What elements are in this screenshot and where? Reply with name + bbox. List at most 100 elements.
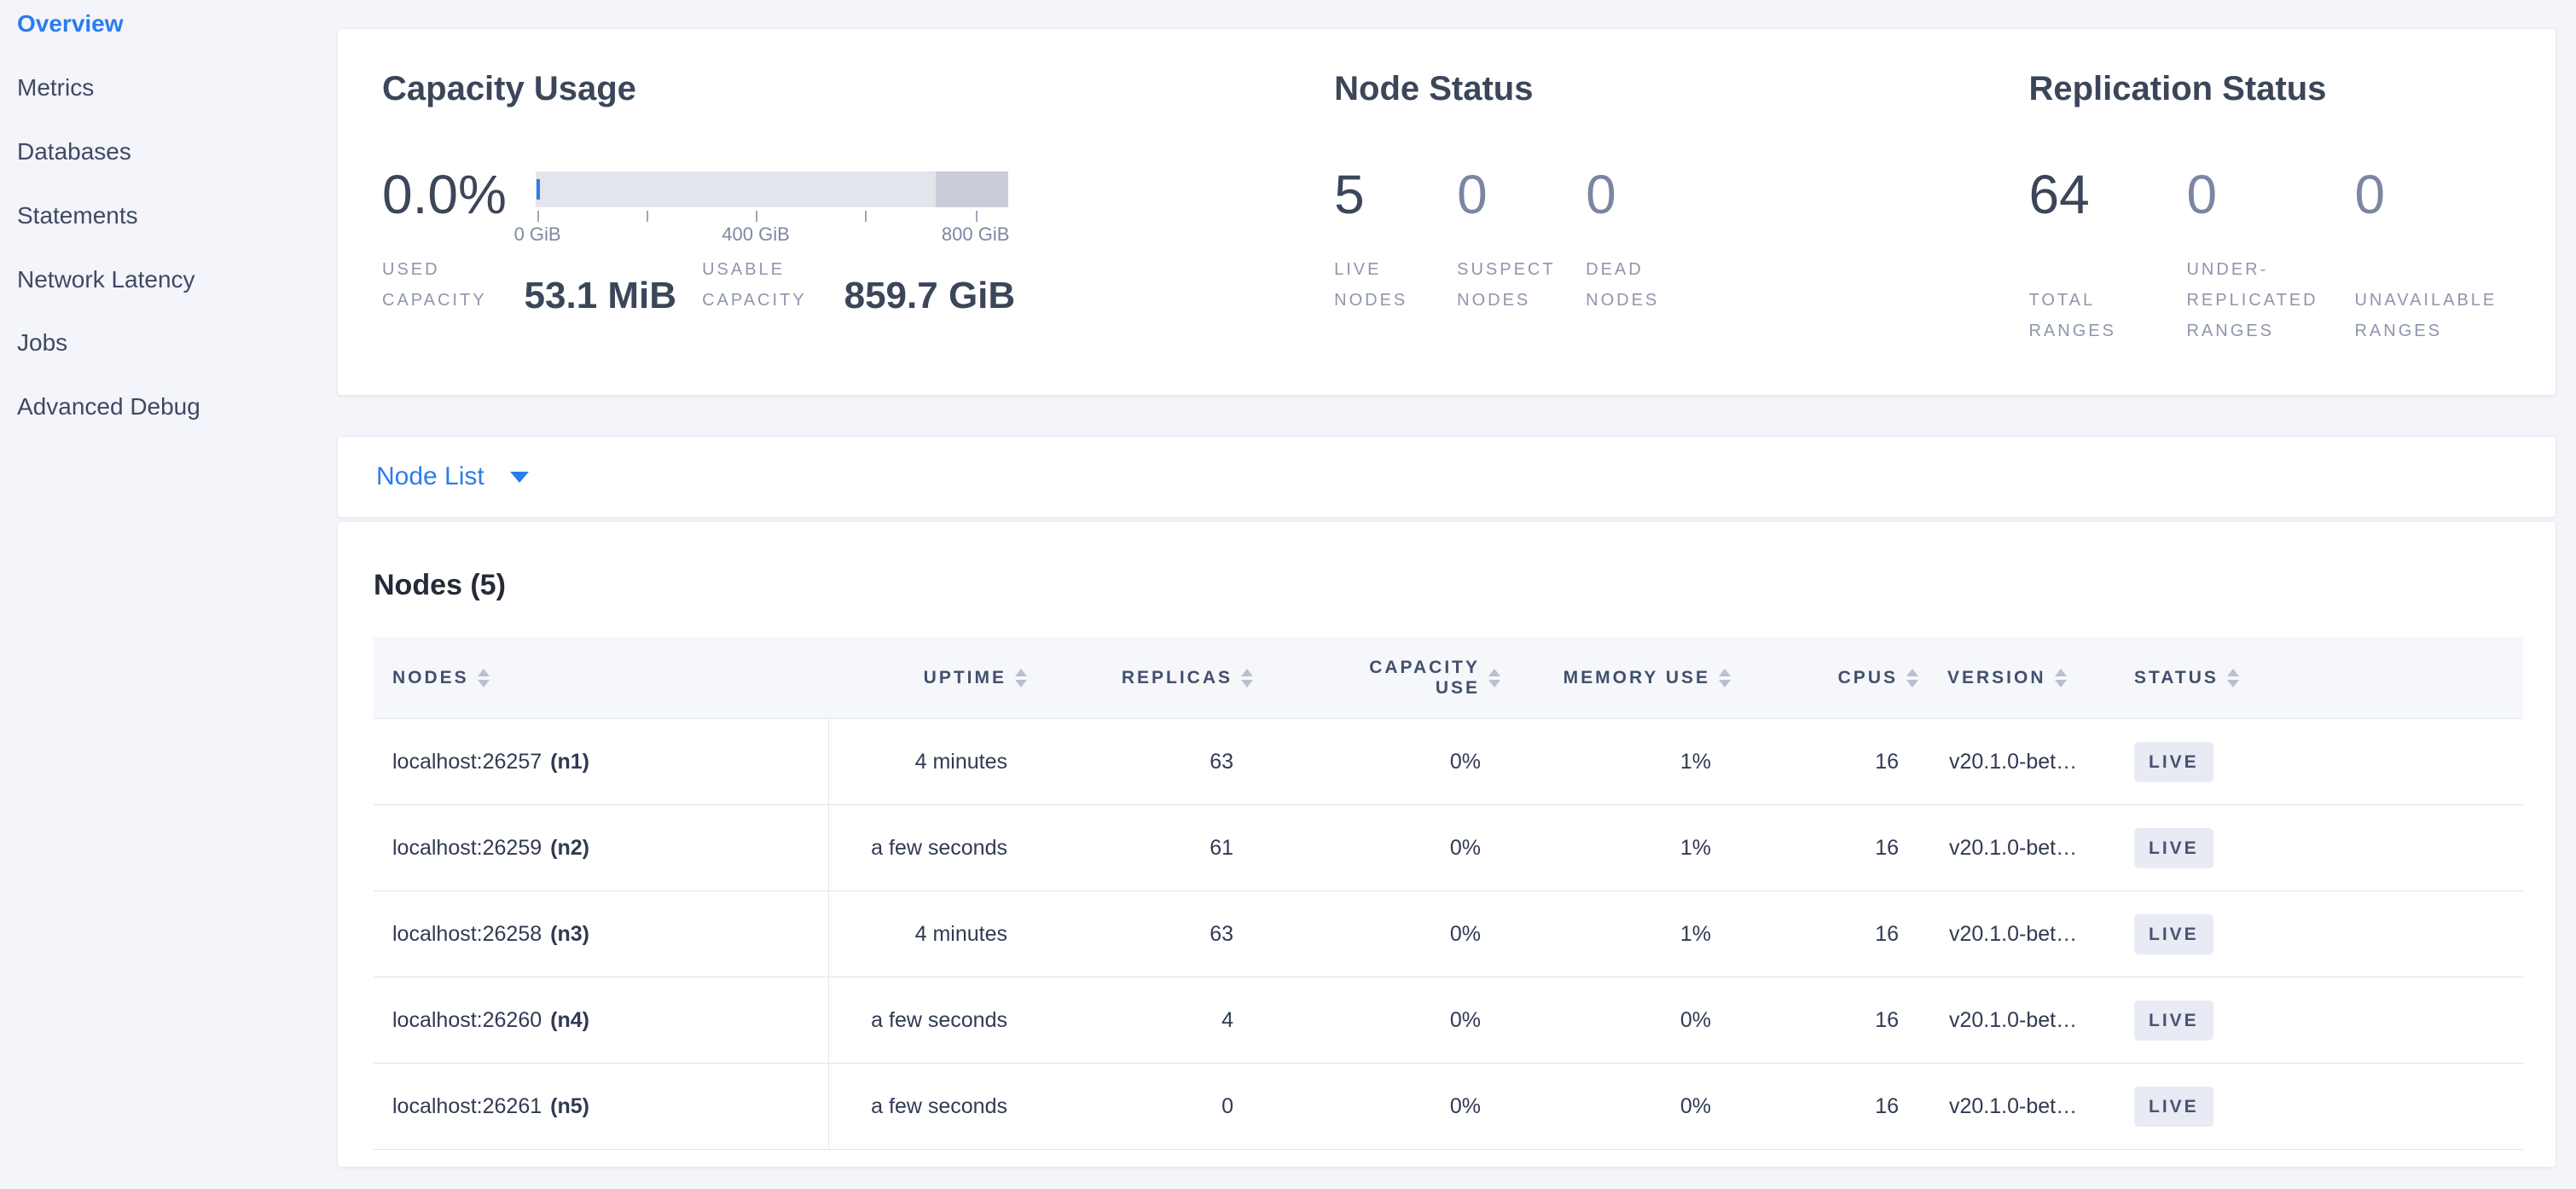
column-header-memory-use[interactable]: MEMORY USE [1511, 637, 1741, 718]
replication-stats: 64 0 0 [2028, 160, 2556, 229]
sort-icon [2054, 668, 2067, 687]
node-address-cell: localhost:26261 (n5) [374, 1064, 829, 1149]
capacity-gauge-track [535, 171, 1008, 207]
uptime-cell: 4 minutes [914, 921, 1007, 946]
sidebar-item-overview[interactable]: Overview [17, 10, 124, 38]
capacity-used-percent: 0.0% [382, 164, 507, 225]
memory-use-cell: 0% [1680, 1093, 1711, 1118]
status-badge: LIVE [2134, 741, 2213, 782]
nodes-table-header: NODES UPTIME REPLICAS CAPACITY USE [374, 637, 2523, 719]
table-row: localhost:26260 (n4) a few seconds 4 0% … [374, 977, 2523, 1064]
sidebar-item-advanced-debug[interactable]: Advanced Debug [17, 393, 200, 420]
version-cell: v20.1.0-bet… [1949, 835, 2078, 860]
sidebar-item-databases[interactable]: Databases [17, 137, 131, 165]
node-address-cell: localhost:26257 (n1) [374, 719, 829, 804]
sidebar: Overview Metrics Databases Statements Ne… [0, 0, 337, 439]
node-status-section: Node Status 5 0 0 LIVE NODES SUSPECT NOD… [1331, 29, 2025, 395]
capacity-usage-title: Capacity Usage [382, 70, 636, 107]
node-status-title: Node Status [1334, 70, 1534, 107]
usable-capacity-label: USABLE CAPACITY [702, 260, 807, 310]
column-header-replicas[interactable]: REPLICAS [1037, 637, 1263, 718]
sidebar-nav: Overview Metrics Databases Statements Ne… [0, 0, 337, 439]
under-replicated-ranges-label: UNDER- REPLICATED RANGES [2186, 260, 2318, 340]
total-ranges-label: TOTAL RANGES [2028, 291, 2116, 340]
status-badge: LIVE [2134, 914, 2213, 954]
sort-icon [1241, 668, 1253, 687]
capacity-use-cell: 0% [1449, 749, 1481, 774]
under-replicated-ranges-count: 0 [2186, 164, 2218, 225]
nodes-table-title: Nodes (5) [374, 569, 506, 601]
sidebar-item-network-latency[interactable]: Network Latency [17, 265, 195, 293]
memory-use-cell: 0% [1680, 1007, 1711, 1032]
status-badge: LIVE [2134, 827, 2213, 868]
sort-icon [1488, 668, 1500, 687]
replicas-cell: 4 [1221, 1007, 1233, 1032]
capacity-gauge: 0 GiB 400 GiB 800 GiB [514, 171, 1010, 246]
sidebar-item-statements[interactable]: Statements [17, 201, 138, 229]
tick-mark [865, 211, 867, 222]
uptime-cell: 4 minutes [914, 749, 1007, 774]
table-row: localhost:26261 (n5) a few seconds 0 0% … [374, 1064, 2523, 1150]
memory-use-cell: 1% [1680, 921, 1711, 946]
capacity-captions: USED CAPACITY 53.1 MiB USABLE CAPACITY 8… [382, 254, 1331, 316]
status-cell: LIVE [2112, 805, 2523, 890]
node-address-cell: localhost:26260 (n4) [374, 977, 829, 1063]
replicas-cell: 61 [1210, 835, 1233, 860]
table-row: localhost:26259 (n2) a few seconds 61 0%… [374, 805, 2523, 891]
column-header-version[interactable]: VERSION [1929, 637, 2112, 718]
capacity-use-cell: 0% [1449, 921, 1481, 946]
tick-mark [756, 211, 758, 222]
sort-icon [477, 668, 490, 687]
column-header-capacity-use[interactable]: CAPACITY USE [1263, 637, 1511, 718]
used-capacity-stat: USED CAPACITY 53.1 MiB [382, 254, 676, 316]
node-status-captions: LIVE NODES SUSPECT NODES DEAD NODES [1334, 254, 2025, 316]
replicas-cell: 0 [1221, 1093, 1233, 1118]
column-header-cpus[interactable]: CPUS [1741, 637, 1929, 718]
node-address-cell: localhost:26258 (n3) [374, 891, 829, 977]
status-cell: LIVE [2112, 891, 2523, 977]
status-badge: LIVE [2134, 1086, 2213, 1127]
dead-nodes-label: DEAD NODES [1586, 260, 1660, 310]
main-content: Capacity Usage 0.0% [337, 28, 2556, 1168]
table-row: localhost:26258 (n3) 4 minutes 63 0% 1% … [374, 891, 2523, 977]
version-cell: v20.1.0-bet… [1949, 921, 2078, 946]
unavailable-ranges-label: UNAVAILABLE RANGES [2354, 291, 2498, 340]
replicas-cell: 63 [1210, 921, 1233, 946]
nodes-table-card: Nodes (5) NODES UPTIME REPLICAS [337, 521, 2556, 1168]
capacity-used-marker [536, 179, 540, 200]
version-cell: v20.1.0-bet… [1949, 1007, 2078, 1032]
cpus-cell: 16 [1875, 921, 1899, 946]
tick-label-0gib: 0 GiB [513, 223, 561, 245]
node-list-dropdown[interactable]: Node List [376, 462, 529, 491]
tick-label-400gib: 400 GiB [722, 223, 790, 245]
node-list-dropdown-label: Node List [376, 462, 484, 490]
sidebar-item-jobs[interactable]: Jobs [17, 329, 68, 357]
status-cell: LIVE [2112, 1064, 2523, 1149]
nodes-table: NODES UPTIME REPLICAS CAPACITY USE [374, 637, 2523, 1150]
cpus-cell: 16 [1875, 1093, 1899, 1118]
usable-capacity-value: 859.7 GiB [844, 275, 1016, 316]
node-list-bar: Node List [337, 436, 2556, 518]
cpus-cell: 16 [1875, 1007, 1899, 1032]
status-badge: LIVE [2134, 1000, 2213, 1041]
tick-mark [647, 211, 649, 222]
column-header-status[interactable]: STATUS [2112, 637, 2523, 718]
cpus-cell: 16 [1875, 749, 1899, 774]
capacity-usage-stats: 0.0% [382, 160, 1331, 245]
tick-label-800gib: 800 GiB [941, 223, 1010, 245]
uptime-cell: a few seconds [871, 1007, 1007, 1032]
chevron-down-icon [509, 471, 529, 483]
column-header-uptime[interactable]: UPTIME [829, 637, 1037, 718]
uptime-cell: a few seconds [871, 835, 1007, 860]
capacity-use-cell: 0% [1449, 835, 1481, 860]
sidebar-item-metrics[interactable]: Metrics [17, 74, 95, 102]
capacity-reserved-segment [936, 171, 1008, 207]
live-nodes-count: 5 [1334, 164, 1365, 225]
capacity-gauge-tick-labels: 0 GiB 400 GiB 800 GiB [514, 223, 1010, 246]
column-header-nodes[interactable]: NODES [374, 637, 829, 718]
tick-mark [537, 211, 540, 222]
replication-status-section: Replication Status 64 0 0 TOTAL RANGES U… [2025, 29, 2556, 395]
memory-use-cell: 1% [1680, 835, 1711, 860]
capacity-use-cell: 0% [1449, 1093, 1481, 1118]
